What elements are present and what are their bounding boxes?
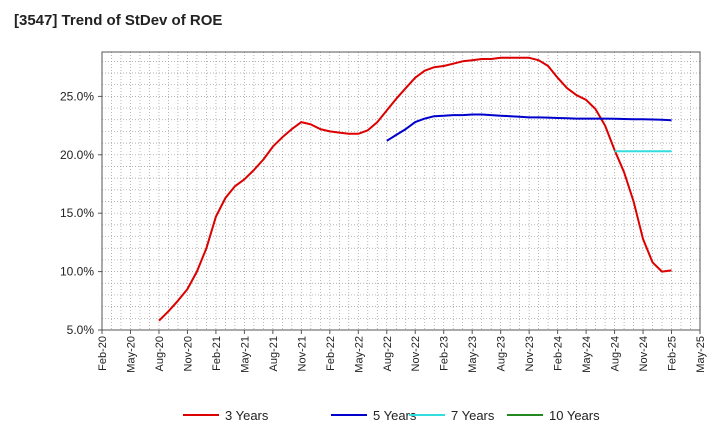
legend-label-7-years: 7 Years	[451, 408, 495, 423]
series-line-3-years	[158, 56, 672, 322]
series-line-5-years	[386, 113, 672, 142]
legend: 3 Years 5 Years 7 Years 10 Years	[183, 408, 600, 423]
x-tick-label: Nov-20	[182, 336, 194, 371]
legend-label-5-years: 5 Years	[373, 408, 417, 423]
y-tick-label: 5.0%	[67, 323, 95, 337]
x-axis-ticks: Feb-20 May-20 Aug-20 Nov-20 Feb-21 May-21 Aug-…	[97, 330, 707, 373]
x-tick-label: May-25	[695, 336, 707, 373]
x-tick-label: May-20	[125, 336, 137, 373]
x-tick-label: Nov-23	[524, 336, 536, 371]
x-tick-label: Aug-24	[610, 336, 622, 371]
x-tick-label: Aug-20	[154, 336, 166, 371]
plot-frame	[101, 51, 701, 331]
chart-title: [3547] Trend of StDev of ROE	[14, 12, 223, 29]
x-tick-label: May-21	[239, 336, 251, 373]
y-axis-ticks: 5.0% 10.0% 15.0% 20.0% 25.0%	[60, 89, 102, 337]
x-tick-label: May-23	[467, 336, 479, 373]
x-tick-label: Feb-21	[211, 336, 223, 371]
y-tick-label: 10.0%	[60, 265, 94, 279]
x-tick-label: Feb-23	[439, 336, 451, 371]
legend-label-10-years: 10 Years	[549, 408, 600, 423]
x-tick-label: Nov-21	[296, 336, 308, 371]
x-tick-label: Feb-22	[325, 336, 337, 371]
x-tick-label: Feb-24	[553, 336, 565, 371]
grid-lines	[101, 52, 701, 331]
x-tick-label: Nov-22	[410, 336, 422, 371]
x-tick-label: May-24	[581, 336, 593, 373]
x-tick-label: May-22	[353, 336, 365, 373]
x-tick-label: Feb-25	[667, 336, 679, 371]
legend-label-3-years: 3 Years	[225, 408, 269, 423]
y-tick-label: 20.0%	[60, 148, 94, 162]
x-tick-label: Aug-23	[496, 336, 508, 371]
y-tick-label: 25.0%	[60, 89, 94, 103]
x-tick-label: Aug-22	[382, 336, 394, 371]
x-tick-label: Nov-24	[638, 336, 650, 371]
x-tick-label: Aug-21	[268, 336, 280, 371]
y-tick-label: 15.0%	[60, 206, 94, 220]
x-tick-label: Feb-20	[97, 336, 109, 371]
series-layer	[158, 56, 672, 322]
